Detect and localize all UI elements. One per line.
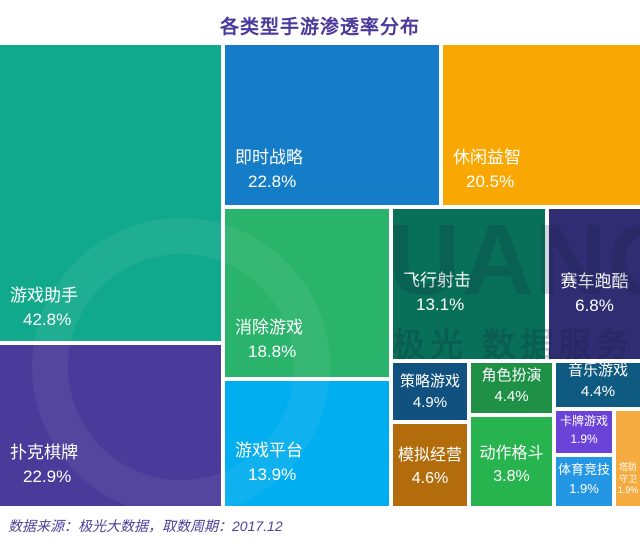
- cell-category-label: 飞行射击: [403, 270, 471, 290]
- treemap-cell-1: 游戏助手 42.8%: [0, 45, 221, 341]
- cell-value-label: 4.9%: [412, 394, 448, 412]
- treemap-cell-12: 音乐游戏 4.4%: [556, 360, 640, 407]
- cell-label-block: 游戏助手 42.8%: [0, 284, 221, 333]
- cell-category-label: 扑克棋牌: [10, 442, 78, 462]
- cell-value-label: 22.9%: [23, 467, 72, 487]
- treemap-cell-15: 体育竞技 1.9%: [556, 457, 612, 506]
- cell-value-label: 4.4%: [580, 383, 616, 401]
- chart-title: 各类型手游渗透率分布: [219, 17, 420, 38]
- treemap-cell-11: 角色扮演 4.4%: [471, 363, 552, 413]
- cell-label-block: 动作格斗 3.8%: [471, 442, 552, 488]
- treemap-cell-16: 塔防守卫 1.9%: [616, 411, 640, 506]
- treemap-cell-7: 飞行射击 13.1%: [393, 209, 545, 359]
- cell-category-label: 模拟经营: [397, 446, 462, 464]
- cell-value-label: 13.1%: [416, 295, 465, 315]
- treemap-cell-4: 休闲益智 20.5%: [443, 45, 640, 205]
- treemap-cell-5: 消除游戏 18.8%: [225, 209, 389, 377]
- cell-category-label: 赛车跑酷: [560, 271, 629, 291]
- treemap-cell-3: 即时战略 22.8%: [225, 45, 439, 205]
- cell-value-label: 22.8%: [248, 172, 297, 192]
- cell-category-label: 游戏平台: [235, 440, 303, 460]
- cell-label-block: 模拟经营 4.6%: [393, 444, 467, 490]
- cell-label-block: 游戏平台 13.9%: [225, 439, 389, 488]
- cell-category-label: 音乐游戏: [567, 361, 628, 379]
- cell-value-label: 4.6%: [411, 469, 449, 487]
- cell-category-label: 卡牌游戏: [559, 414, 608, 429]
- cell-value-label: 6.8%: [575, 296, 614, 316]
- treemap-cell-10: 模拟经营 4.6%: [393, 424, 467, 506]
- cell-category-label: 游戏助手: [10, 285, 78, 305]
- cell-category-label: 动作格斗: [479, 444, 544, 462]
- cell-value-label: 42.8%: [23, 310, 72, 330]
- cell-label-block: 扑克棋牌 22.9%: [0, 441, 221, 490]
- cell-value-label: 1.9%: [617, 484, 639, 495]
- cell-value-label: 3.8%: [493, 467, 530, 485]
- cell-label-block: 体育竞技 1.9%: [556, 461, 612, 499]
- treemap-cell-6: 游戏平台 13.9%: [225, 381, 389, 506]
- cell-label-block: 塔防守卫 1.9%: [616, 462, 640, 496]
- data-source-note: 数据来源：极光大数据，取数周期：2017.12: [8, 518, 283, 534]
- cell-value-label: 4.4%: [494, 388, 529, 406]
- treemap-cell-9: 策略游戏 4.9%: [393, 363, 467, 420]
- treemap-cell-14: 卡牌游戏 1.9%: [556, 411, 612, 453]
- cell-category-label: 角色扮演: [481, 366, 542, 384]
- treemap-chart: 游戏助手 42.8% 扑克棋牌 22.9% 即时战略 22.8% 休闲益智 20.5% 消除游戏…: [0, 45, 640, 506]
- cell-label-block: 即时战略 22.8%: [225, 146, 439, 195]
- cell-label-block: 消除游戏 18.8%: [225, 316, 389, 365]
- cell-category-label: 塔防守卫: [619, 462, 638, 484]
- cell-category-label: 即时战略: [235, 147, 303, 167]
- treemap-cell-13: 动作格斗 3.8%: [471, 417, 552, 506]
- cell-label-block: 策略游戏 4.9%: [393, 371, 467, 415]
- cell-value-label: 20.5%: [466, 172, 515, 192]
- cell-label-block: 角色扮演 4.4%: [471, 365, 552, 409]
- cell-category-label: 消除游戏: [235, 317, 303, 337]
- cell-category-label: 策略游戏: [399, 372, 460, 390]
- cell-value-label: 1.9%: [569, 481, 599, 497]
- treemap-cell-2: 扑克棋牌 22.9%: [0, 345, 221, 506]
- cell-value-label: 13.9%: [248, 465, 297, 485]
- treemap-cell-8: 赛车跑酷 6.8%: [549, 209, 640, 359]
- cell-label-block: 飞行射击 13.1%: [393, 269, 545, 318]
- cell-label-block: 赛车跑酷 6.8%: [549, 270, 640, 319]
- cell-label-block: 休闲益智 20.5%: [443, 146, 640, 195]
- cell-label-block: 音乐游戏 4.4%: [556, 360, 640, 404]
- cell-label-block: 卡牌游戏 1.9%: [556, 413, 612, 448]
- cell-value-label: 1.9%: [570, 431, 598, 446]
- cell-value-label: 18.8%: [248, 342, 297, 362]
- cell-category-label: 休闲益智: [453, 147, 521, 167]
- cell-category-label: 体育竞技: [557, 462, 610, 478]
